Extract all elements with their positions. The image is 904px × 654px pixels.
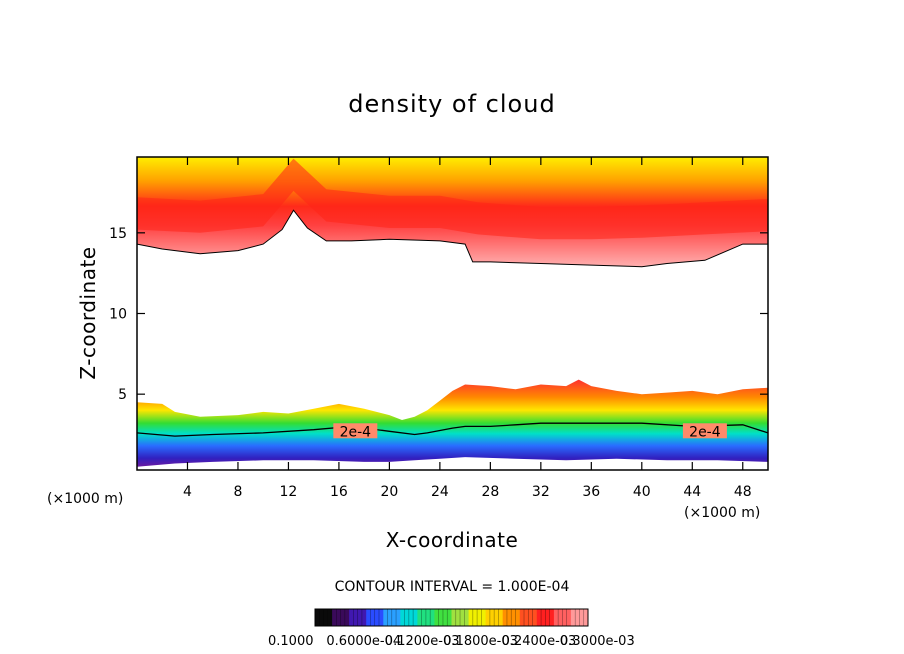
x-tick-label: 24 [431, 484, 449, 500]
y-tick-label: 5 [118, 387, 127, 403]
colorbar-swatch [485, 609, 504, 626]
colorbar-swatch [468, 609, 487, 626]
colorbar-swatch [383, 609, 401, 626]
contour-2e-4-line [137, 422, 768, 437]
plot-field [137, 157, 768, 467]
x-axis: 4 8 12 16 20 24 28 32 36 40 44 48 [183, 157, 752, 500]
x-tick-label: 20 [380, 484, 398, 500]
colorbar-swatch [332, 609, 350, 626]
lower-cloud-band [137, 379, 768, 467]
colorbar-swatch [400, 609, 418, 626]
x-tick-label: 4 [183, 484, 192, 500]
colorbar-swatch [434, 609, 452, 626]
x-tick-label: 12 [280, 484, 298, 500]
chart-title: density of cloud [348, 90, 555, 118]
colorbar-swatch [366, 609, 384, 626]
x-tick-label: 32 [532, 484, 550, 500]
colorbar-label: 0.1000 [268, 634, 314, 649]
colorbar-swatch [417, 609, 435, 626]
colorbar-swatch [349, 609, 367, 626]
y-axis-label: Z-coordinate [76, 246, 100, 379]
colorbar-label: 0.3000e-03 [560, 634, 635, 649]
x-unit-label-left: (×1000 m) [47, 491, 123, 507]
contour-label: 2e-4 [340, 424, 372, 440]
y-tick-label: 15 [109, 226, 127, 242]
colorbar-swatch [451, 609, 470, 626]
colorbar-swatch [519, 609, 538, 626]
colorbar-swatch [553, 609, 572, 626]
x-tick-label: 16 [330, 484, 348, 500]
x-tick-label: 36 [582, 484, 600, 500]
colorbar [314, 608, 589, 627]
x-tick-label: 8 [233, 484, 242, 500]
contour-label: 2e-4 [689, 424, 721, 440]
contour-label-bg [682, 423, 727, 439]
upper-cloud-edge-contour [137, 209, 768, 268]
x-axis-label: X-coordinate [386, 528, 519, 552]
colorbar-swatch [315, 609, 333, 626]
colorbar-swatch [536, 609, 555, 626]
upper-cloud-core [137, 158, 768, 240]
colorbar-label: 0.1200e-03 [385, 634, 460, 649]
colorbar-label: 0.6000e-04 [326, 634, 401, 649]
y-tick-label: 10 [109, 307, 127, 323]
colorbar-swatch [502, 609, 521, 626]
colorbar-label: 0.1800e-03 [443, 634, 518, 649]
colorbar-label: 0.2400e-03 [502, 634, 577, 649]
x-tick-label: 40 [633, 484, 651, 500]
contour-interval-label: CONTOUR INTERVAL = 1.000E-04 [335, 579, 570, 595]
x-tick-label: 48 [734, 484, 752, 500]
contour-labels: 2e-4 2e-4 [333, 423, 727, 440]
x-tick-label: 44 [683, 484, 701, 500]
x-unit-label-right: (×1000 m) [684, 505, 760, 521]
colorbar-labels: 0.1000 0.6000e-040.1200e-030.1800e-030.24… [268, 634, 635, 649]
colorbar-frame [314, 608, 589, 627]
contour-label-bg [333, 423, 378, 439]
y-axis: 5 10 15 [109, 226, 768, 403]
x-tick-label: 28 [481, 484, 499, 500]
colorbar-swatch [570, 609, 589, 626]
